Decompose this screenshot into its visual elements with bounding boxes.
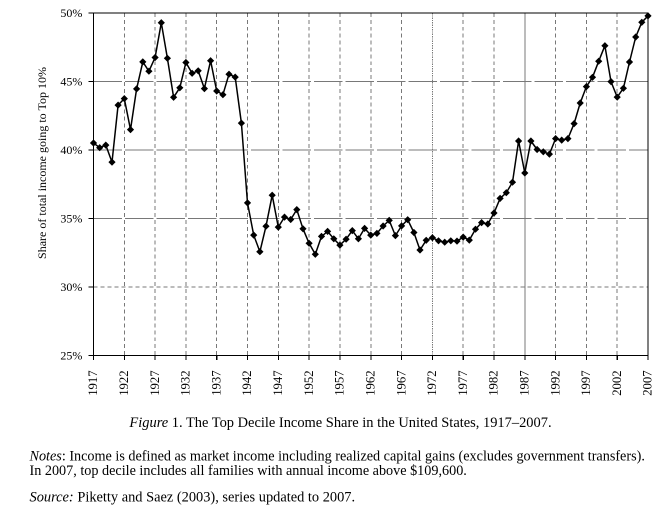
svg-text:1982: 1982 [487, 370, 501, 395]
svg-text:1997: 1997 [579, 370, 593, 395]
svg-text:1932: 1932 [179, 370, 193, 395]
svg-text:Figure 1. The Top Decile Incom: Figure 1. The Top Decile Income Share in… [128, 415, 551, 431]
svg-text:1972: 1972 [425, 370, 439, 395]
svg-text:1947: 1947 [271, 370, 285, 395]
svg-text:1957: 1957 [333, 370, 347, 395]
svg-text:2007: 2007 [641, 370, 655, 395]
svg-text:1992: 1992 [548, 370, 562, 395]
svg-text:Share of total income going to: Share of total income going to Top 10% [35, 67, 49, 259]
svg-text:Source: Piketty and Saez (2003: Source: Piketty and Saez (2003), series … [30, 490, 356, 506]
svg-text:1927: 1927 [148, 370, 162, 395]
svg-text:1942: 1942 [240, 370, 254, 395]
svg-text:40%: 40% [60, 143, 82, 157]
svg-text:50%: 50% [60, 6, 82, 20]
svg-text:45%: 45% [60, 75, 82, 89]
svg-text:1977: 1977 [456, 370, 470, 395]
svg-text:1987: 1987 [518, 370, 532, 395]
svg-text:1937: 1937 [209, 370, 223, 395]
svg-text:In 2007, top decile includes a: In 2007, top decile includes all familie… [30, 463, 467, 479]
svg-text:1967: 1967 [394, 370, 408, 395]
svg-text:Notes: Income is defined as ma: Notes: Income is defined as market incom… [29, 449, 645, 465]
svg-text:30%: 30% [60, 280, 82, 294]
svg-text:1922: 1922 [117, 370, 131, 395]
svg-text:1952: 1952 [302, 370, 316, 395]
svg-text:1917: 1917 [86, 370, 100, 395]
svg-text:1962: 1962 [363, 370, 377, 395]
svg-text:25%: 25% [60, 349, 82, 363]
svg-text:2002: 2002 [610, 370, 624, 395]
svg-text:35%: 35% [60, 212, 82, 226]
